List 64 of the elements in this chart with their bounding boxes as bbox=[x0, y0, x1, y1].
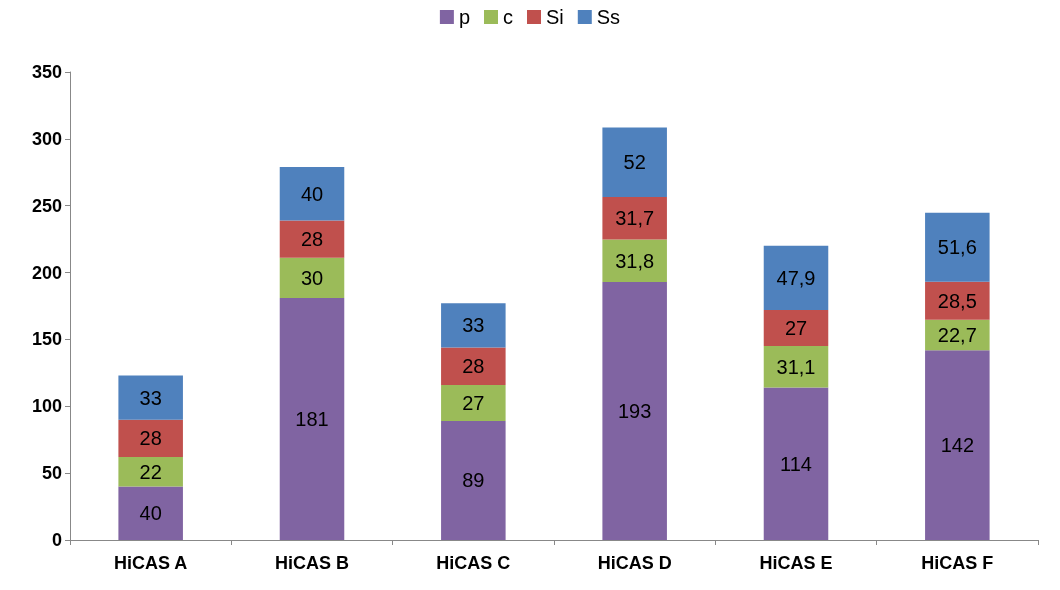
y-tick-label: 100 bbox=[31, 396, 62, 417]
bar bbox=[763, 387, 829, 540]
data-label: 193 bbox=[617, 399, 652, 422]
bar bbox=[118, 486, 183, 540]
legend-label: Si bbox=[546, 6, 564, 28]
x-tick-label: HiCAS E bbox=[759, 553, 833, 573]
data-label: 28 bbox=[300, 228, 324, 251]
bar bbox=[602, 127, 667, 198]
y-tick-label: 0 bbox=[51, 530, 62, 550]
data-label: 52 bbox=[623, 151, 646, 174]
x-tick-label: HiCAS C bbox=[436, 553, 511, 573]
data-label: 142 bbox=[940, 434, 975, 457]
bar bbox=[925, 350, 990, 540]
bar bbox=[925, 212, 990, 282]
data-label: 181 bbox=[295, 407, 329, 430]
bar bbox=[441, 420, 506, 540]
legend-label: p bbox=[458, 6, 470, 28]
data-label: 22 bbox=[139, 460, 162, 483]
bar bbox=[279, 297, 345, 540]
data-label: 22,7 bbox=[937, 323, 977, 346]
data-label: 114 bbox=[780, 452, 812, 475]
data-label: 28 bbox=[139, 427, 162, 450]
bar bbox=[763, 345, 829, 388]
data-label: 27 bbox=[462, 391, 485, 414]
data-label: 28 bbox=[462, 355, 485, 378]
data-label: 40 bbox=[300, 182, 324, 205]
bar bbox=[279, 166, 345, 221]
data-label: 30 bbox=[300, 266, 324, 289]
data-label: 33 bbox=[462, 314, 485, 337]
y-tick-label: 150 bbox=[31, 329, 62, 350]
x-tick-label: HiCAS D bbox=[597, 553, 672, 573]
bar bbox=[763, 309, 829, 346]
data-label: 51,6 bbox=[937, 236, 977, 259]
bar bbox=[602, 197, 667, 240]
x-tick-label: HiCAS F bbox=[921, 553, 994, 573]
y-tick-label: 200 bbox=[31, 262, 62, 283]
x-tick-label: HiCAS A bbox=[113, 553, 188, 573]
bar bbox=[279, 220, 345, 258]
bar bbox=[441, 303, 506, 348]
data-label: 40 bbox=[139, 502, 162, 525]
data-label: 31,8 bbox=[615, 249, 655, 272]
data-label: 27 bbox=[784, 316, 808, 339]
bar bbox=[441, 347, 506, 385]
bar bbox=[602, 239, 667, 282]
bar bbox=[118, 419, 183, 458]
bar bbox=[118, 457, 183, 487]
legend-label: Ss bbox=[596, 6, 621, 28]
bar bbox=[763, 245, 829, 310]
bar bbox=[441, 384, 506, 421]
legend-label: c bbox=[503, 6, 513, 28]
data-label: 89 bbox=[462, 469, 485, 492]
data-label: 28,5 bbox=[937, 289, 977, 312]
bar bbox=[279, 257, 345, 298]
bar bbox=[118, 375, 183, 420]
data-label: 31,7 bbox=[615, 207, 655, 230]
y-tick-label: 250 bbox=[31, 195, 62, 216]
y-tick-label: 300 bbox=[31, 128, 62, 149]
bar bbox=[602, 281, 667, 540]
data-label: 47,9 bbox=[776, 266, 816, 289]
data-label: 31,1 bbox=[776, 355, 816, 378]
y-tick-label: 350 bbox=[31, 62, 62, 82]
y-tick-label: 50 bbox=[41, 463, 62, 484]
x-tick-label: HiCAS B bbox=[274, 553, 350, 573]
data-label: 33 bbox=[139, 386, 162, 409]
